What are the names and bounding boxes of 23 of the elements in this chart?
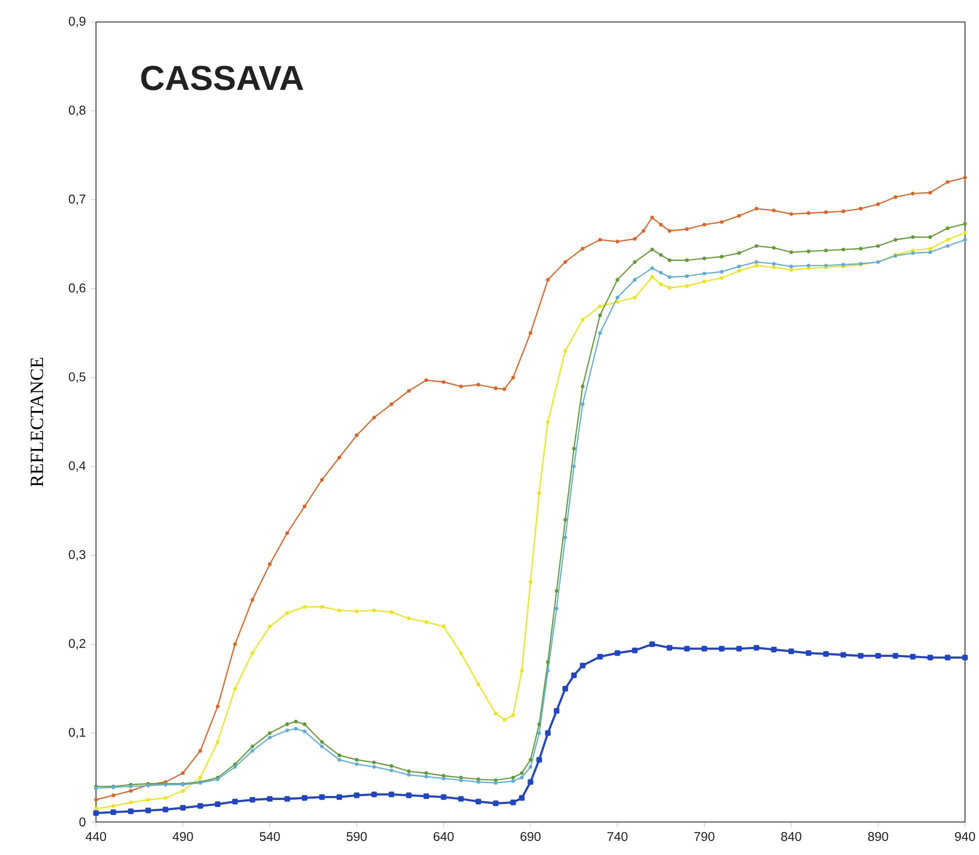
x-tick-label: 790 bbox=[694, 832, 714, 841]
y-tick-label: 0,9 bbox=[68, 16, 86, 28]
y-tick-label: 0,4 bbox=[68, 461, 86, 472]
y-tick-label: 0,5 bbox=[68, 372, 86, 383]
y-tick-label: 0,6 bbox=[68, 283, 86, 294]
x-tick-label: 640 bbox=[434, 832, 454, 841]
text: CASSAVA bbox=[141, 66, 304, 90]
x-tick-label: 690 bbox=[520, 832, 541, 841]
x-tick-label: 890 bbox=[868, 832, 888, 841]
y-axis-title: REFLECTANCE bbox=[30, 358, 44, 487]
x-tick-label: 440 bbox=[86, 832, 106, 841]
x-tick-label: 590 bbox=[346, 832, 367, 841]
x-tick-label: 840 bbox=[781, 832, 802, 841]
x-tick-label: 490 bbox=[172, 832, 193, 841]
y-tick-label: 0,2 bbox=[68, 638, 86, 650]
y-tick-label: 0,3 bbox=[68, 550, 86, 561]
x-tick-label: 740 bbox=[607, 832, 628, 841]
x-tick-label: 940 bbox=[955, 832, 976, 841]
y-tick-label: 0,8 bbox=[68, 106, 86, 116]
x-tick-label: 540 bbox=[260, 832, 280, 841]
y-tick-label: 0,7 bbox=[68, 194, 86, 206]
y-tick-label: 0 bbox=[79, 818, 86, 826]
y-tick-label: 0,1 bbox=[68, 728, 86, 738]
